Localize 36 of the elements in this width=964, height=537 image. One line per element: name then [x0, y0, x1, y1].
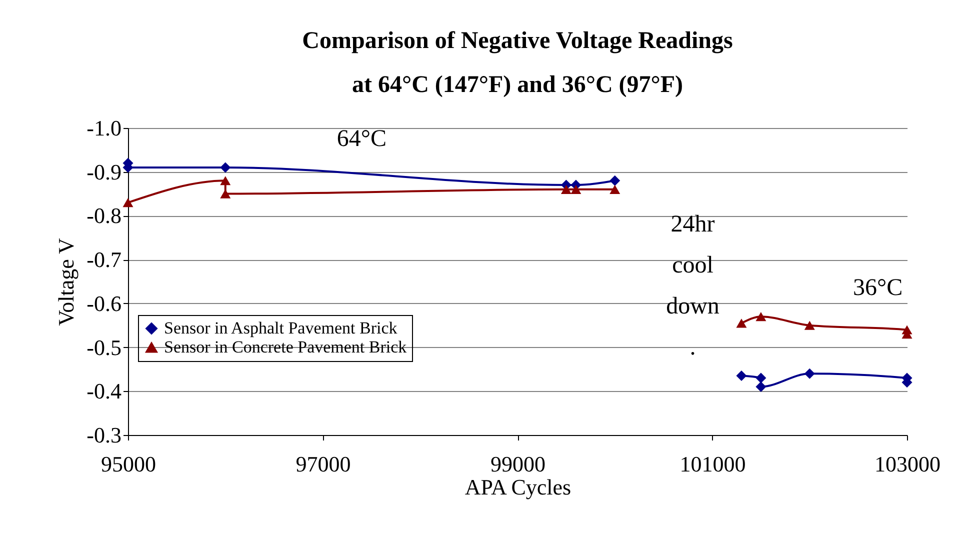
point	[804, 368, 815, 379]
x-tick-label: 97000	[296, 452, 351, 476]
y-tick-label: -0.5	[86, 334, 122, 360]
point	[736, 318, 747, 328]
annotation: 24hr cool down .	[666, 211, 720, 360]
point	[804, 320, 815, 330]
x-tick-label: 95000	[101, 452, 156, 476]
point	[756, 382, 766, 392]
x-tick-label: 103000	[874, 452, 940, 476]
y-tick-label: -0.7	[86, 247, 122, 272]
point	[570, 184, 582, 194]
x-axis-title: APA Cycles	[464, 474, 572, 500]
y-tick-label: -0.8	[86, 203, 122, 228]
y-tick-label: -0.3	[86, 422, 122, 448]
annotation: 64°C	[336, 126, 387, 152]
chart-title: Comparison of Negative Voltage Readings at 64°C (147°F) and 36°C (97°F)	[302, 28, 733, 98]
point	[756, 372, 766, 384]
x-tick-label: 101000	[680, 452, 746, 476]
legend-label: Sensor in Concrete Pavement Brick	[164, 338, 408, 356]
y-axis-title: Voltage V	[54, 238, 79, 326]
point	[736, 370, 747, 382]
point	[560, 184, 572, 194]
y-tick-label: -0.6	[86, 290, 122, 316]
point	[220, 176, 231, 186]
point	[756, 312, 766, 322]
legend-label: Sensor in Asphalt Pavement Brick	[164, 318, 398, 338]
y-tick-label: -0.4	[86, 378, 122, 404]
point	[220, 189, 231, 198]
annotation: 36°C	[852, 275, 903, 302]
point	[220, 162, 231, 173]
point	[122, 198, 134, 208]
point	[610, 175, 620, 186]
x-tick-label: 99000	[490, 452, 546, 476]
y-tick-label: -1.0	[86, 116, 122, 140]
y-tick-label: -0.9	[86, 159, 122, 184]
point	[610, 184, 620, 194]
